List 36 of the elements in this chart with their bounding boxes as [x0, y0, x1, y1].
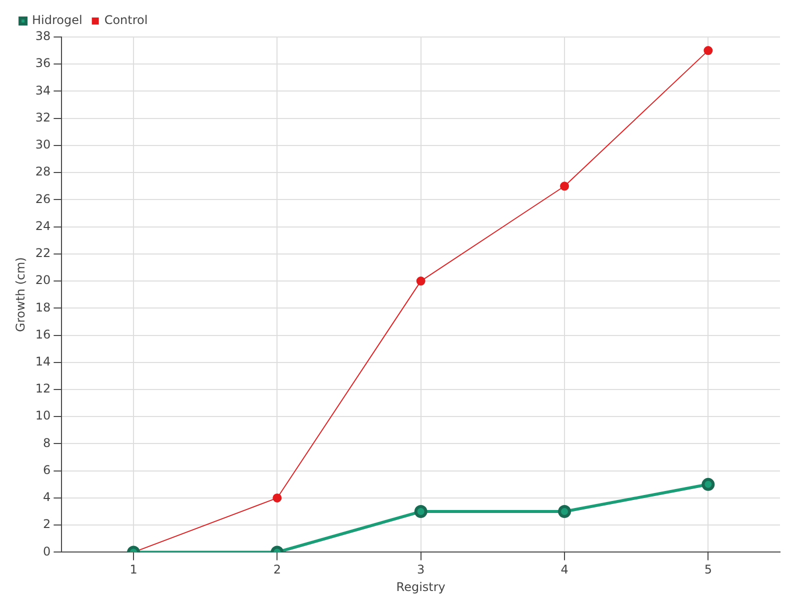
y-tick-label: 18: [35, 300, 51, 314]
x-tick-label: 4: [560, 562, 568, 577]
x-tick-label: 1: [130, 562, 138, 577]
point: [704, 46, 713, 56]
point: [272, 493, 282, 502]
y-axis-title: Growth (cm): [13, 257, 28, 332]
x-tick-label: 3: [417, 562, 425, 577]
y-tick-label: 22: [35, 246, 51, 260]
y-tick-label: 34: [35, 83, 51, 98]
point: [414, 505, 428, 518]
x-axis-title: Registry: [396, 580, 446, 594]
x-tick-label: 5: [704, 562, 712, 577]
y-tick-label: 30: [35, 138, 51, 152]
y-tick-label: 12: [35, 382, 51, 396]
point: [560, 182, 569, 191]
y-tick-label: 4: [43, 490, 51, 504]
y-tick-label: 14: [35, 354, 51, 369]
y-tick-label: 2: [43, 517, 51, 532]
y-tick-label: 10: [35, 408, 51, 423]
y-tick-label: 6: [43, 462, 51, 477]
y-tick-label: 38: [35, 29, 51, 44]
y-tick-label: 16: [35, 327, 51, 342]
y-tick-label: 26: [35, 192, 51, 206]
y-tick-label: 32: [35, 110, 51, 124]
point: [416, 276, 426, 286]
y-tick-label: 20: [35, 273, 51, 288]
y-tick-label: 36: [35, 56, 51, 70]
point: [558, 505, 571, 518]
y-tick-label: 28: [35, 164, 51, 179]
legend-label: Control: [104, 13, 148, 28]
point: [702, 478, 715, 491]
x-tick-label: 2: [273, 562, 281, 577]
legend-label: Hidrogel: [32, 13, 82, 28]
y-tick-label: 24: [35, 218, 51, 233]
y-tick-label: 8: [43, 436, 51, 450]
y-tick-label: 0: [43, 544, 51, 558]
